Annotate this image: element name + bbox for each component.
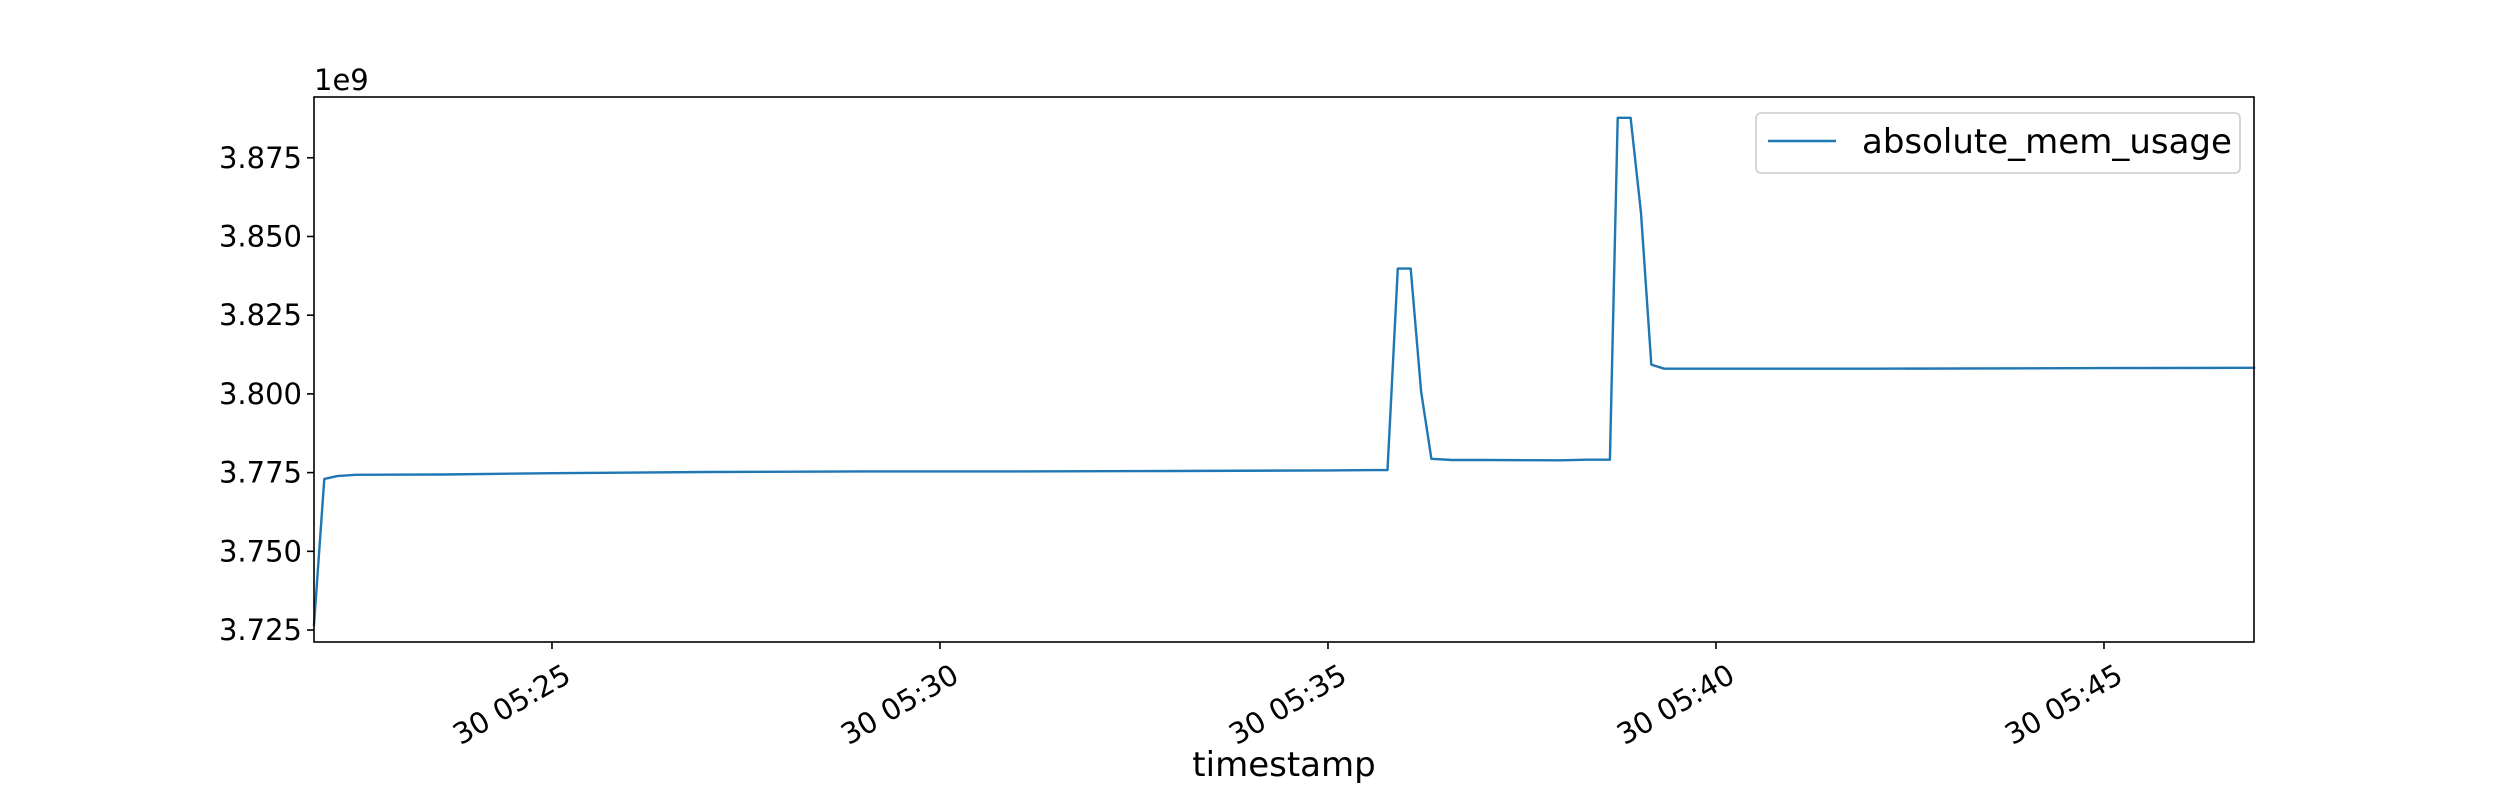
y-tick-label: 3.725 xyxy=(219,613,302,647)
y-tick-label: 3.875 xyxy=(219,141,302,175)
y-offset-label: 1e9 xyxy=(314,63,369,97)
y-tick-label: 3.775 xyxy=(219,456,302,490)
plot-area xyxy=(312,96,2256,643)
legend-label-absolute-mem-usage: absolute_mem_usage xyxy=(1862,122,2232,162)
series-layer xyxy=(312,116,2256,626)
x-axis-title: timestamp xyxy=(1192,745,1375,785)
series-line-absolute-mem-usage xyxy=(312,116,2256,626)
plot-frame xyxy=(313,96,2255,643)
y-tick-label: 3.825 xyxy=(219,298,302,332)
y-axis: 3.725 3.750 3.775 3.800 3.825 3.850 3.875 xyxy=(219,141,314,647)
legend-box xyxy=(1755,112,2241,174)
y-tick-label: 3.750 xyxy=(219,534,302,568)
y-tick-label: 3.850 xyxy=(219,219,302,253)
y-tick-label: 3.800 xyxy=(219,377,302,411)
legend: absolute_mem_usage xyxy=(1755,112,2241,174)
